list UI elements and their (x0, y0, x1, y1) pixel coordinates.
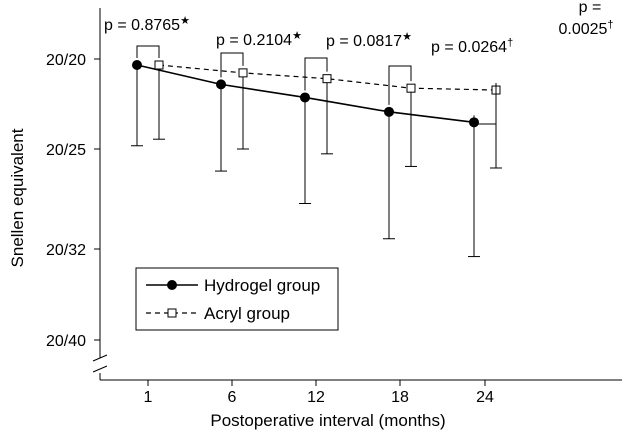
acryl-point (154, 60, 164, 70)
p-value-text: p = 0.0817 (326, 33, 402, 50)
x-axis-title: Postoperative interval (months) (210, 411, 445, 430)
p-value-label: p = 0.0264† (431, 37, 513, 56)
p-value-label: p = 0.2104★ (216, 30, 302, 49)
p-value-label: p = (579, 0, 602, 16)
legend-hydrogel-marker (167, 280, 177, 290)
series-markers (132, 60, 501, 128)
legend-acryl-marker (167, 308, 177, 318)
y-tick-label: 20/32 (46, 242, 86, 259)
legend-acryl-label: Acryl group (204, 304, 290, 323)
p-value-text: p = 0.8765 (104, 17, 180, 34)
p-value-mark: ★ (402, 31, 412, 43)
p-value-label: p = 0.8765★ (104, 15, 190, 34)
p-value-bracket (304, 57, 328, 91)
p-value-label: p = 0.0817★ (326, 31, 412, 50)
x-tick-label: 18 (391, 389, 409, 406)
p-value-mark: † (507, 37, 513, 49)
axis-break-mark (92, 354, 108, 362)
legend-hydrogel-label: Hydrogel group (204, 276, 320, 295)
acryl-point (406, 83, 416, 93)
p-value-bracket (220, 52, 244, 78)
x-tick-label: 1 (144, 389, 153, 406)
p-value-bracket (388, 65, 412, 105)
y-tick-label: 20/40 (46, 333, 86, 350)
error-bars (131, 65, 502, 258)
hydrogel-point (384, 106, 394, 117)
p-value-mark: † (607, 19, 613, 31)
acryl-point (322, 74, 332, 84)
p-value-mark: ★ (292, 30, 302, 42)
axis-break-mark (92, 365, 108, 373)
x-tick-label: 6 (228, 389, 237, 406)
p-value-bracket (136, 45, 160, 59)
p-value-mark: ★ (180, 15, 190, 27)
legend: Hydrogel group Acryl group (135, 267, 339, 331)
hydrogel-point (132, 60, 142, 71)
legend-box (135, 267, 339, 331)
acryl-line (158, 64, 497, 91)
x-tick-label: 24 (476, 389, 494, 406)
hydrogel-point (216, 79, 226, 90)
p-value-text: p = 0.0264 (431, 39, 507, 56)
y-tick-label: 20/20 (46, 52, 86, 69)
p-value-bracket (473, 83, 497, 125)
p-value-brackets: p = 0.8765★p = 0.2104★ p = 0.0817★p = 0.0… (104, 0, 614, 125)
axes: 20/20 20/25 20/32 20/40 1 6 12 18 24 Postoperativ… (8, 8, 622, 430)
y-axis-title: Snellen equivalent (8, 128, 27, 267)
series-lines (136, 64, 497, 124)
p-value-text: p = 0.2104 (216, 32, 292, 49)
y-tick-label: 20/25 (46, 142, 86, 159)
hydrogel-point (300, 92, 310, 103)
p-value-label: 0.0025† (558, 19, 613, 38)
acryl-point (238, 68, 248, 78)
p-value-text: 0.0025 (558, 21, 607, 38)
x-tick-label: 12 (307, 389, 325, 406)
